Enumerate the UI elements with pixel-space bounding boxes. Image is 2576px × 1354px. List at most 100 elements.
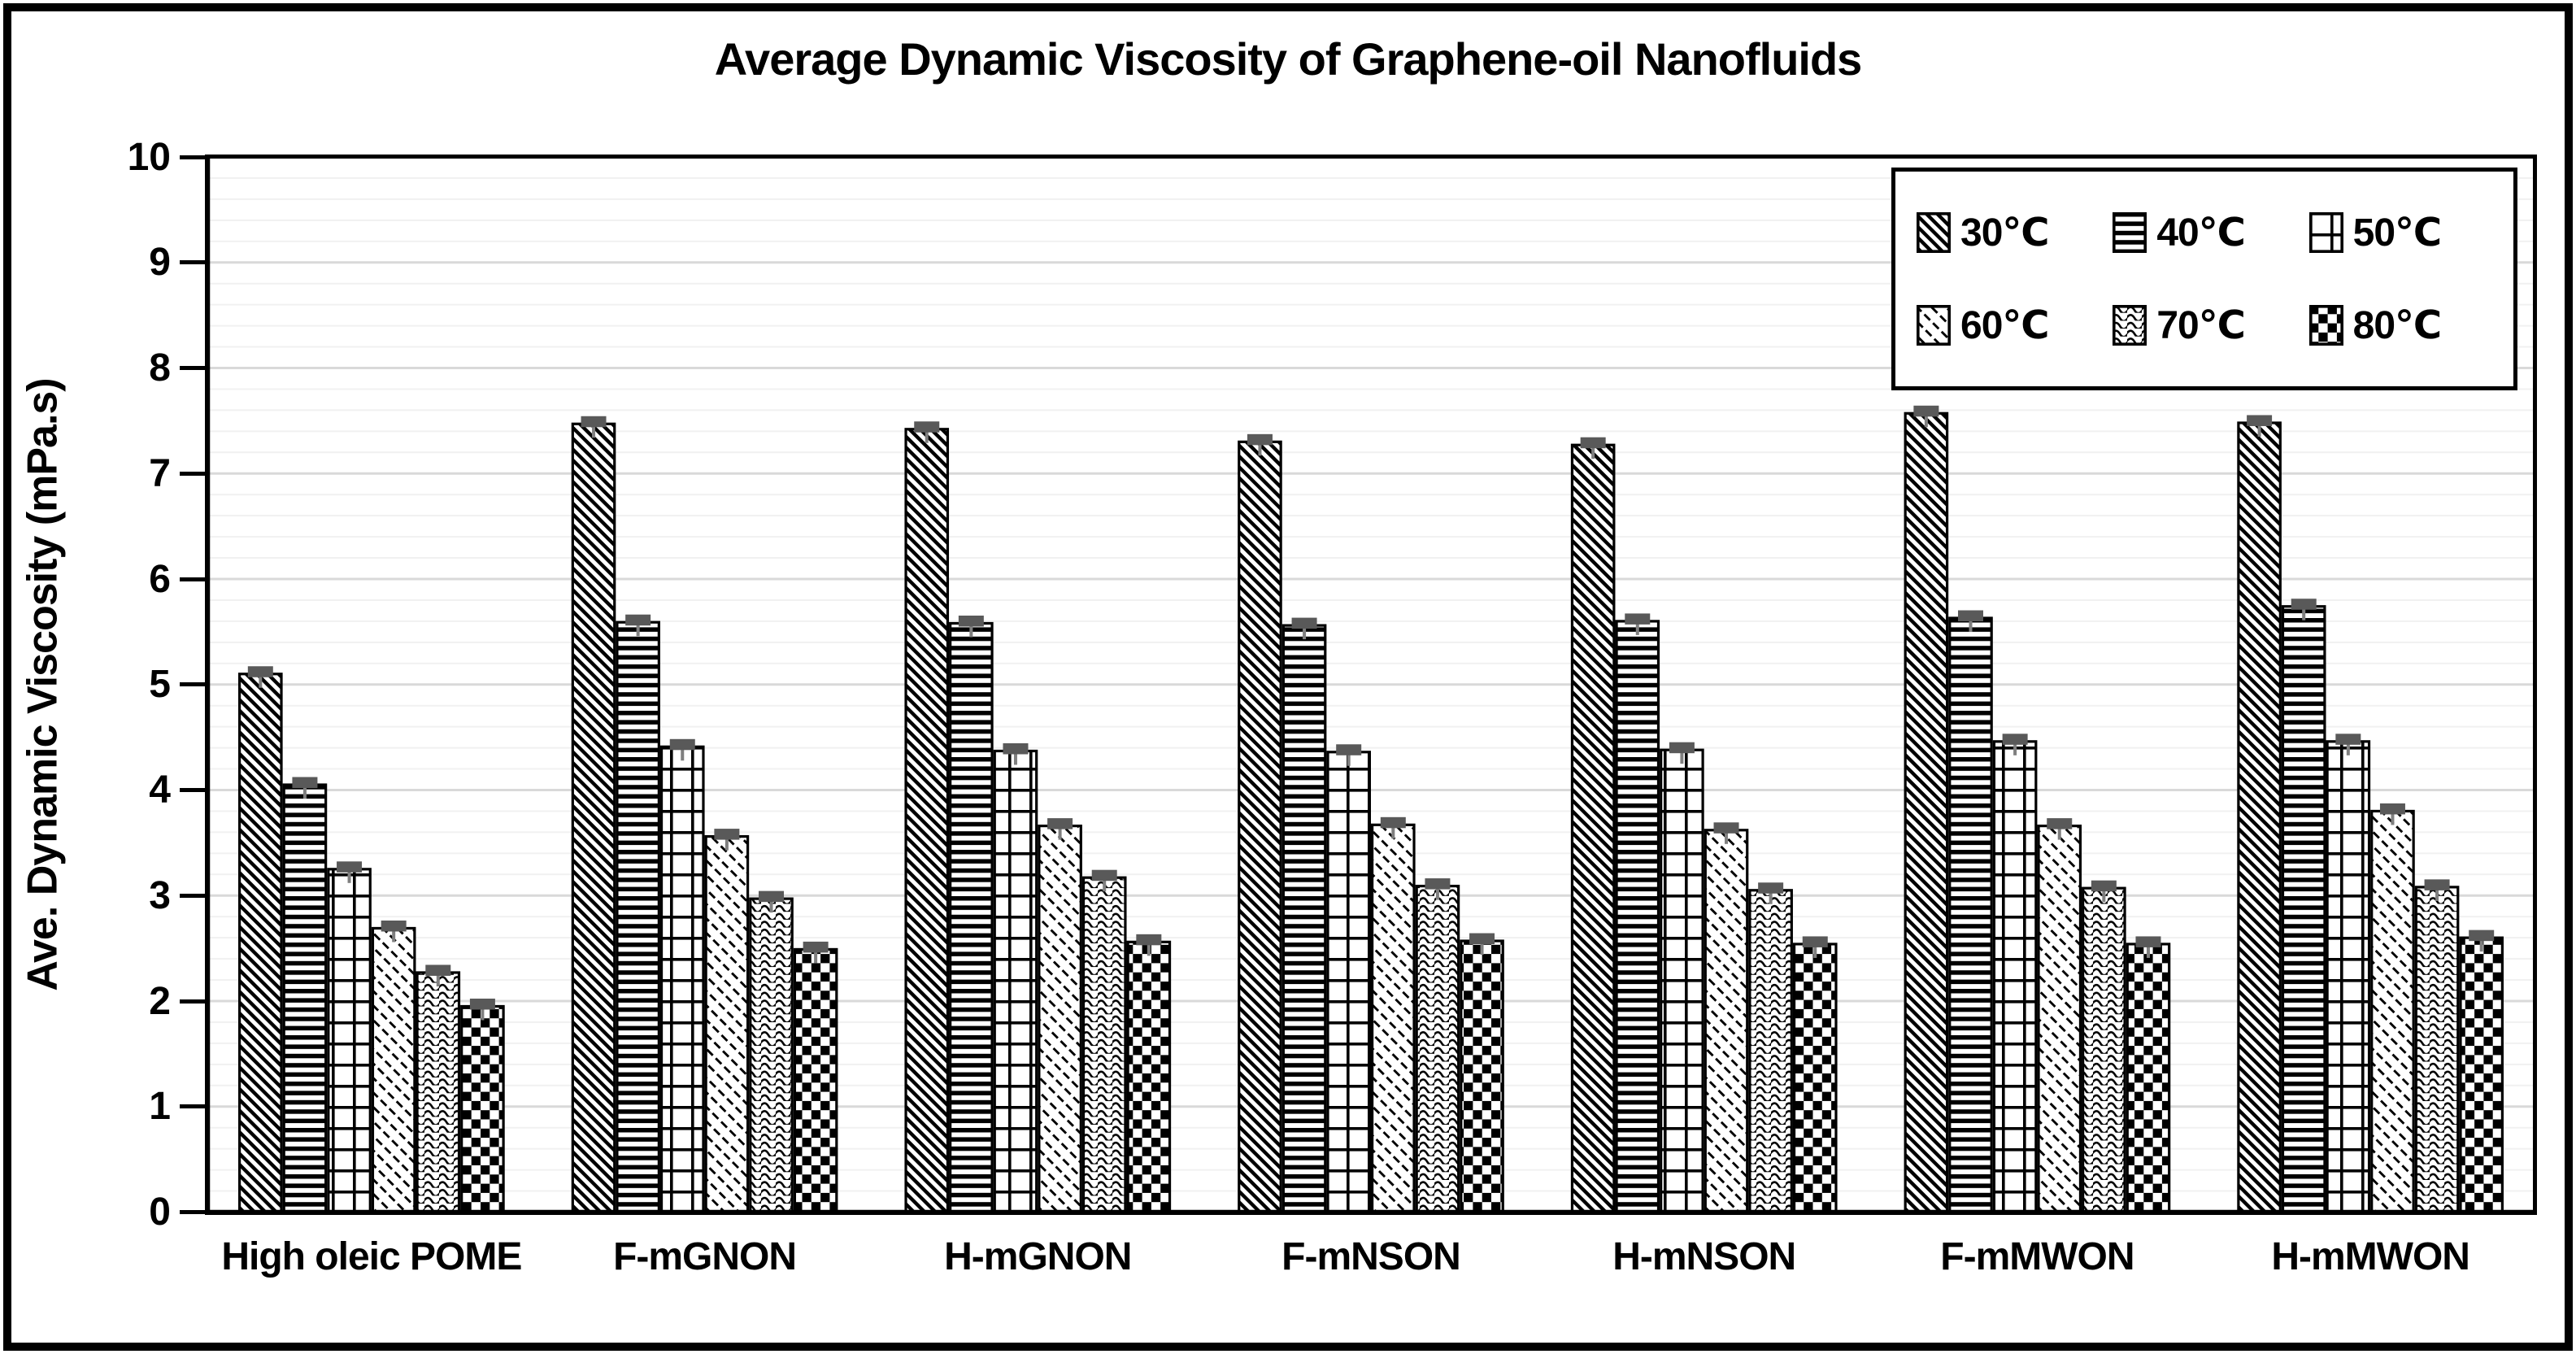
bar-70℃-H-mNSON bbox=[1748, 889, 1793, 1214]
y-tick-label-8: 8 bbox=[149, 346, 171, 390]
bar-30℃-H-mMWON bbox=[2237, 421, 2282, 1214]
error-bar-cap bbox=[2247, 415, 2273, 426]
y-tick-mark-1 bbox=[180, 1104, 207, 1109]
legend-label: 30℃ bbox=[1960, 211, 2050, 255]
y-tick-label-3: 3 bbox=[149, 873, 171, 917]
error-bar-cap bbox=[914, 421, 940, 433]
error-bar-cap bbox=[337, 861, 363, 873]
plot-area bbox=[205, 155, 2537, 1215]
x-category-label-F-mMWON: F-mMWON bbox=[1940, 1235, 2134, 1278]
y-tick-mark-0 bbox=[180, 1210, 207, 1214]
bar-60℃-H-mNSON bbox=[1704, 829, 1749, 1214]
bar-80℃-High oleic POME bbox=[460, 1004, 505, 1214]
legend-label: 70℃ bbox=[2156, 304, 2246, 347]
y-tick-label-6: 6 bbox=[149, 557, 171, 601]
legend-box: 30℃ 40℃ 50℃ 60℃ 70℃ 80℃ bbox=[1891, 168, 2517, 390]
bar-80℃-H-mMWON bbox=[2459, 936, 2504, 1214]
error-bar-cap bbox=[381, 920, 407, 932]
bar-80℃-H-mGNON bbox=[1126, 940, 1172, 1214]
bar-70℃-High oleic POME bbox=[416, 971, 461, 1214]
error-bar-cap bbox=[714, 829, 740, 840]
y-tick-mark-9 bbox=[180, 260, 207, 265]
error-bar-cap bbox=[1625, 613, 1651, 625]
legend-swatch-large-grid-icon bbox=[2308, 212, 2343, 253]
error-bar-stem bbox=[724, 829, 729, 851]
error-bar-cap bbox=[2335, 734, 2361, 745]
error-bar-cap bbox=[1380, 816, 1406, 829]
legend-label: 80℃ bbox=[2352, 304, 2443, 347]
legend-swatch-wave-icon bbox=[2113, 305, 2147, 346]
bar-40℃-F-mGNON bbox=[616, 620, 660, 1214]
bar-30℃-H-mNSON bbox=[1570, 443, 1616, 1214]
legend-entry-40℃: 40℃ bbox=[2113, 210, 2308, 255]
bar-60℃-High oleic POME bbox=[371, 926, 416, 1214]
bar-30℃-F-mGNON bbox=[571, 422, 616, 1214]
legend-entry-70℃: 70℃ bbox=[2113, 303, 2308, 348]
bar-80℃-H-mNSON bbox=[1792, 943, 1838, 1214]
error-bar-stem bbox=[1591, 438, 1595, 459]
bar-50℃-F-mMWON bbox=[1992, 740, 2038, 1214]
error-bar-stem bbox=[1813, 936, 1817, 958]
error-bar-cap bbox=[2469, 930, 2495, 942]
error-bar-cap bbox=[1247, 433, 1273, 446]
bar-40℃-H-mMWON bbox=[2281, 605, 2326, 1214]
legend-swatch-wide-downward-diagonal-icon bbox=[1917, 212, 1951, 253]
bar-70℃-H-mGNON bbox=[1081, 876, 1127, 1214]
y-tick-mark-2 bbox=[180, 999, 207, 1004]
x-category-label-High oleic POME: High oleic POME bbox=[221, 1235, 522, 1278]
y-tick-mark-10 bbox=[180, 155, 207, 159]
error-bar-cap bbox=[1091, 869, 1117, 882]
y-tick-label-5: 5 bbox=[149, 663, 171, 707]
y-tick-label-0: 0 bbox=[149, 1191, 171, 1234]
legend-swatch-dashed-downward-diagonal-icon bbox=[1917, 305, 1951, 346]
error-bar-cap bbox=[2424, 879, 2450, 890]
error-bar-cap bbox=[1713, 822, 1739, 834]
error-bar-cap bbox=[1802, 936, 1828, 947]
chart-title: Average Dynamic Viscosity of Graphene-oi… bbox=[714, 33, 1863, 85]
legend-label: 60℃ bbox=[1960, 304, 2050, 347]
error-bar-cap bbox=[1669, 742, 1695, 754]
y-tick-label-10: 10 bbox=[127, 135, 171, 179]
bar-30℃-F-mMWON bbox=[1904, 411, 1949, 1214]
legend-entry-50℃: 50℃ bbox=[2308, 210, 2505, 255]
bar-70℃-H-mMWON bbox=[2414, 886, 2460, 1214]
error-bar-cap bbox=[2047, 818, 2073, 829]
bar-40℃-H-mNSON bbox=[1615, 620, 1660, 1214]
error-bar-stem bbox=[1147, 934, 1151, 956]
bar-40℃-High oleic POME bbox=[282, 783, 328, 1214]
legend-label: 40℃ bbox=[2156, 211, 2246, 255]
error-bar-stem bbox=[2146, 936, 2150, 958]
bar-70℃-F-mNSON bbox=[1415, 884, 1460, 1214]
y-tick-mark-3 bbox=[180, 893, 207, 898]
error-bar-cap bbox=[247, 666, 273, 677]
bar-60℃-H-mGNON bbox=[1038, 825, 1082, 1214]
error-bar-cap bbox=[803, 941, 829, 953]
bar-40℃-F-mNSON bbox=[1281, 624, 1327, 1214]
error-bar-cap bbox=[2091, 880, 2117, 892]
bar-30℃-High oleic POME bbox=[237, 673, 283, 1214]
error-bar-cap bbox=[1336, 744, 1362, 755]
bar-30℃-F-mNSON bbox=[1238, 440, 1282, 1214]
legend-entry-30℃: 30℃ bbox=[1917, 210, 2113, 255]
legend-entry-80℃: 80℃ bbox=[2308, 303, 2505, 348]
y-tick-label-9: 9 bbox=[149, 241, 171, 285]
error-bar-cap bbox=[1425, 878, 1451, 890]
x-category-label-H-mMWON: H-mMWON bbox=[2271, 1235, 2470, 1278]
bar-50℃-H-mNSON bbox=[1660, 748, 1704, 1214]
error-bar-cap bbox=[2291, 599, 2317, 610]
bar-30℃-H-mGNON bbox=[904, 428, 950, 1214]
x-category-label-H-mGNON: H-mGNON bbox=[944, 1235, 1132, 1278]
bar-40℃-H-mGNON bbox=[949, 621, 994, 1214]
y-tick-mark-6 bbox=[180, 577, 207, 581]
legend-label: 50℃ bbox=[2352, 211, 2443, 255]
error-bar-cap bbox=[425, 964, 451, 976]
error-bar-cap bbox=[292, 777, 318, 789]
bar-80℃-F-mMWON bbox=[2126, 943, 2171, 1214]
error-bar-cap bbox=[469, 998, 495, 1010]
error-bar-cap bbox=[625, 614, 651, 626]
error-bar-cap bbox=[581, 416, 607, 428]
error-bar-cap bbox=[759, 890, 784, 903]
error-bar-cap bbox=[2135, 936, 2161, 947]
bar-40℃-F-mMWON bbox=[1948, 616, 1993, 1214]
